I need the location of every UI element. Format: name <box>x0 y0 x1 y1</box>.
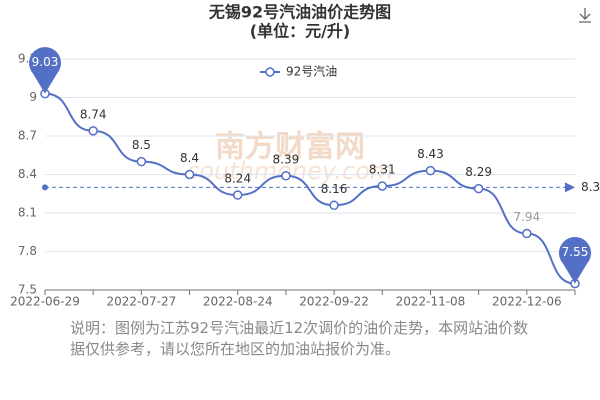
data-point <box>522 228 532 239</box>
data-label: 8.5 <box>132 138 151 152</box>
y-tick-label: 9 <box>29 90 37 104</box>
y-tick-label: 8.1 <box>18 206 37 220</box>
x-tick-label: 2022-08-24 <box>203 295 273 309</box>
watermark-name: 南方财富网 <box>215 130 365 165</box>
data-label: 8.24 <box>224 172 251 186</box>
data-point <box>281 171 291 181</box>
data-label: 8.39 <box>273 152 300 166</box>
data-label: 7.94 <box>513 210 540 224</box>
download-glyph[interactable] <box>579 8 591 23</box>
mark-pin: 9.03 <box>29 47 61 94</box>
download-icon[interactable] <box>579 8 591 23</box>
chart-subtitle: (单位：元/升) <box>250 22 350 41</box>
legend-marker <box>265 67 275 77</box>
x-tick-label: 2022-09-22 <box>299 295 369 309</box>
data-label: 8.4 <box>180 151 199 165</box>
data-point <box>88 126 98 136</box>
data-point <box>232 190 243 200</box>
x-tick-label: 2022-12-06 <box>492 295 562 309</box>
y-tick-label: 7.8 <box>18 244 37 258</box>
data-label: 8.31 <box>369 163 396 177</box>
x-tick-label: 2022-07-27 <box>106 295 176 309</box>
data-point <box>425 165 436 176</box>
pin-label: 7.55 <box>562 245 589 259</box>
data-point <box>329 200 339 211</box>
x-tick-label: 2022-06-29 <box>10 295 80 309</box>
pin-shape <box>559 237 591 284</box>
data-point <box>136 156 147 167</box>
series-line <box>44 92 576 285</box>
y-tick-label: 8.4 <box>18 167 37 181</box>
data-label: 8.29 <box>465 165 492 179</box>
y-tick-label: 7.5 <box>18 283 37 297</box>
chart-title: 无锡92号汽油油价走势图 <box>208 3 391 22</box>
watermark-url: southmoney.com <box>187 157 393 185</box>
pin-label: 9.03 <box>32 55 59 69</box>
data-point <box>473 183 484 194</box>
data-point <box>184 169 195 180</box>
x-tick-label: 2022-11-08 <box>396 295 466 309</box>
mark-line-label: 8.3 <box>581 180 600 194</box>
data-label: 8.74 <box>80 107 107 121</box>
mark-line-start <box>42 184 48 191</box>
data-point <box>377 181 388 191</box>
legend-label: 92号汽油 <box>286 64 337 79</box>
mark-line-arrow <box>565 182 575 193</box>
data-label: 8.16 <box>321 182 348 196</box>
mark-pin: 7.55 <box>559 237 591 284</box>
footnote: 说明：图例为江苏92号汽油最近12次调价的油价走势，本网站油价数据仅供参考，请以… <box>70 319 529 358</box>
pin-shape <box>29 47 61 94</box>
data-label: 8.43 <box>417 147 444 161</box>
y-tick-label: 8.7 <box>18 129 37 143</box>
